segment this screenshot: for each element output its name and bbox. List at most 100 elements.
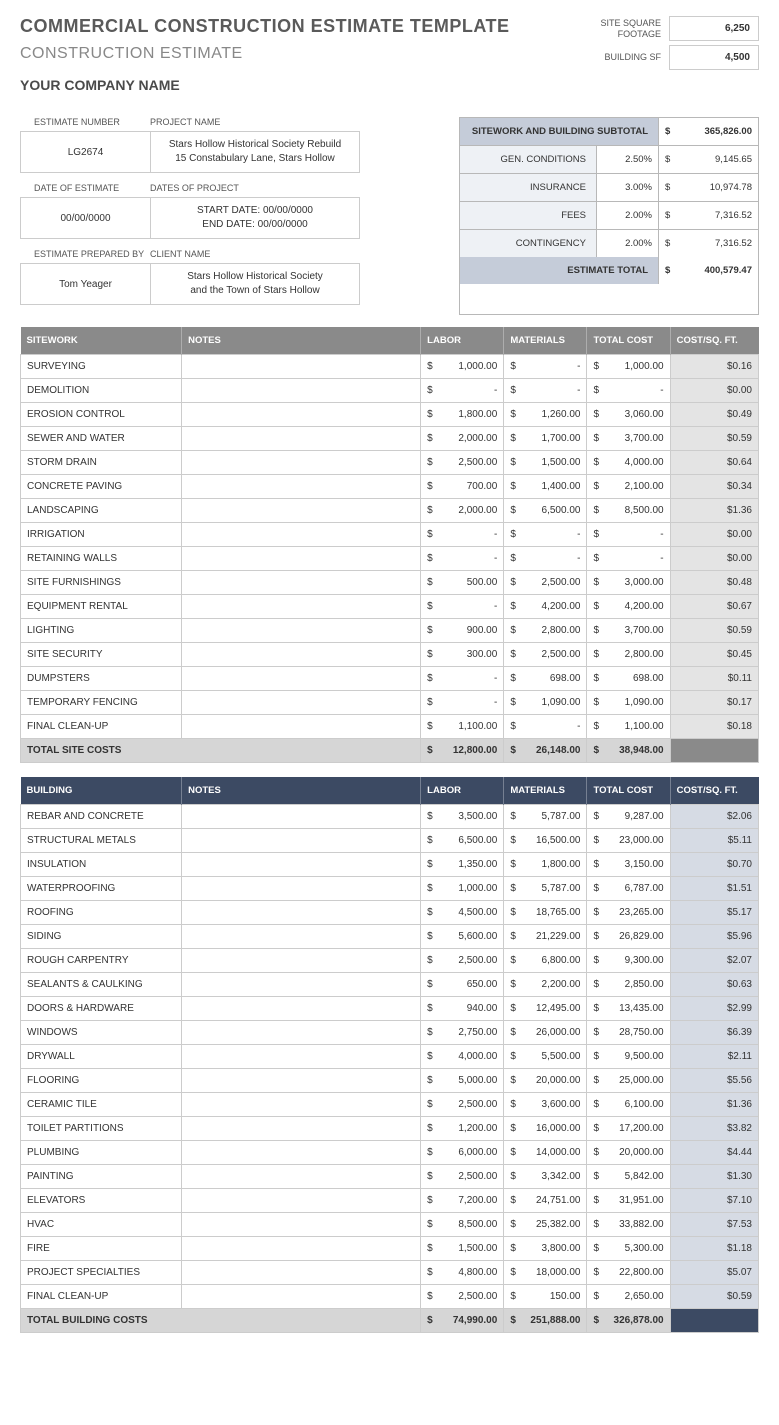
- item-notes[interactable]: [182, 1189, 421, 1213]
- item-labor[interactable]: $-: [421, 691, 504, 715]
- info-value[interactable]: Stars Hollow Historical Societyand the T…: [151, 264, 359, 304]
- item-materials[interactable]: $-: [504, 379, 587, 403]
- item-materials[interactable]: $3,600.00: [504, 1093, 587, 1117]
- item-notes[interactable]: [182, 877, 421, 901]
- item-labor[interactable]: $2,500.00: [421, 451, 504, 475]
- item-labor[interactable]: $300.00: [421, 643, 504, 667]
- item-labor[interactable]: $2,500.00: [421, 1285, 504, 1309]
- item-notes[interactable]: [182, 973, 421, 997]
- item-notes[interactable]: [182, 619, 421, 643]
- item-materials[interactable]: $5,787.00: [504, 877, 587, 901]
- item-labor[interactable]: $2,500.00: [421, 1093, 504, 1117]
- item-materials[interactable]: $18,765.00: [504, 901, 587, 925]
- item-materials[interactable]: $25,382.00: [504, 1213, 587, 1237]
- item-labor[interactable]: $1,800.00: [421, 403, 504, 427]
- item-notes[interactable]: [182, 1069, 421, 1093]
- item-labor[interactable]: $1,000.00: [421, 355, 504, 379]
- item-materials[interactable]: $1,090.00: [504, 691, 587, 715]
- item-notes[interactable]: [182, 691, 421, 715]
- info-value[interactable]: Stars Hollow Historical Society Rebuild1…: [151, 132, 359, 172]
- item-labor[interactable]: $1,000.00: [421, 877, 504, 901]
- item-materials[interactable]: $5,787.00: [504, 805, 587, 829]
- item-labor[interactable]: $650.00: [421, 973, 504, 997]
- item-materials[interactable]: $1,260.00: [504, 403, 587, 427]
- item-materials[interactable]: $14,000.00: [504, 1141, 587, 1165]
- item-materials[interactable]: $1,800.00: [504, 853, 587, 877]
- item-materials[interactable]: $5,500.00: [504, 1045, 587, 1069]
- item-labor[interactable]: $6,500.00: [421, 829, 504, 853]
- item-labor[interactable]: $1,500.00: [421, 1237, 504, 1261]
- item-labor[interactable]: $1,350.00: [421, 853, 504, 877]
- item-materials[interactable]: $-: [504, 715, 587, 739]
- item-materials[interactable]: $1,500.00: [504, 451, 587, 475]
- info-value[interactable]: START DATE: 00/00/0000END DATE: 00/00/00…: [151, 198, 359, 238]
- item-notes[interactable]: [182, 403, 421, 427]
- item-materials[interactable]: $3,342.00: [504, 1165, 587, 1189]
- item-materials[interactable]: $2,500.00: [504, 643, 587, 667]
- item-notes[interactable]: [182, 1165, 421, 1189]
- item-labor[interactable]: $5,600.00: [421, 925, 504, 949]
- item-notes[interactable]: [182, 355, 421, 379]
- item-notes[interactable]: [182, 997, 421, 1021]
- item-notes[interactable]: [182, 829, 421, 853]
- item-labor[interactable]: $2,500.00: [421, 1165, 504, 1189]
- item-notes[interactable]: [182, 1261, 421, 1285]
- item-labor[interactable]: $4,500.00: [421, 901, 504, 925]
- item-labor[interactable]: $2,500.00: [421, 949, 504, 973]
- item-notes[interactable]: [182, 547, 421, 571]
- item-labor[interactable]: $500.00: [421, 571, 504, 595]
- item-labor[interactable]: $-: [421, 523, 504, 547]
- item-notes[interactable]: [182, 853, 421, 877]
- item-notes[interactable]: [182, 901, 421, 925]
- item-materials[interactable]: $26,000.00: [504, 1021, 587, 1045]
- item-labor[interactable]: $-: [421, 379, 504, 403]
- item-notes[interactable]: [182, 1117, 421, 1141]
- item-materials[interactable]: $21,229.00: [504, 925, 587, 949]
- item-materials[interactable]: $1,700.00: [504, 427, 587, 451]
- item-notes[interactable]: [182, 595, 421, 619]
- item-materials[interactable]: $2,200.00: [504, 973, 587, 997]
- item-notes[interactable]: [182, 451, 421, 475]
- item-notes[interactable]: [182, 1021, 421, 1045]
- item-notes[interactable]: [182, 667, 421, 691]
- item-labor[interactable]: $2,000.00: [421, 499, 504, 523]
- item-labor[interactable]: $-: [421, 595, 504, 619]
- item-notes[interactable]: [182, 427, 421, 451]
- item-labor[interactable]: $4,800.00: [421, 1261, 504, 1285]
- item-labor[interactable]: $3,500.00: [421, 805, 504, 829]
- item-materials[interactable]: $2,800.00: [504, 619, 587, 643]
- item-labor[interactable]: $-: [421, 667, 504, 691]
- summary-row-pct[interactable]: 2.50%: [596, 146, 658, 173]
- item-materials[interactable]: $4,200.00: [504, 595, 587, 619]
- item-labor[interactable]: $-: [421, 547, 504, 571]
- item-materials[interactable]: $-: [504, 355, 587, 379]
- item-materials[interactable]: $698.00: [504, 667, 587, 691]
- item-materials[interactable]: $-: [504, 523, 587, 547]
- item-labor[interactable]: $4,000.00: [421, 1045, 504, 1069]
- item-materials[interactable]: $18,000.00: [504, 1261, 587, 1285]
- item-notes[interactable]: [182, 1093, 421, 1117]
- item-notes[interactable]: [182, 499, 421, 523]
- summary-row-pct[interactable]: 2.00%: [596, 230, 658, 257]
- item-materials[interactable]: $12,495.00: [504, 997, 587, 1021]
- item-notes[interactable]: [182, 571, 421, 595]
- item-labor[interactable]: $2,750.00: [421, 1021, 504, 1045]
- item-labor[interactable]: $5,000.00: [421, 1069, 504, 1093]
- item-materials[interactable]: $1,400.00: [504, 475, 587, 499]
- item-notes[interactable]: [182, 949, 421, 973]
- item-notes[interactable]: [182, 1213, 421, 1237]
- info-value[interactable]: Tom Yeager: [21, 264, 151, 304]
- item-labor[interactable]: $1,100.00: [421, 715, 504, 739]
- info-value[interactable]: LG2674: [21, 132, 151, 172]
- item-notes[interactable]: [182, 379, 421, 403]
- item-materials[interactable]: $6,800.00: [504, 949, 587, 973]
- item-materials[interactable]: $2,500.00: [504, 571, 587, 595]
- item-labor[interactable]: $7,200.00: [421, 1189, 504, 1213]
- item-materials[interactable]: $150.00: [504, 1285, 587, 1309]
- info-value[interactable]: 00/00/0000: [21, 198, 151, 238]
- item-notes[interactable]: [182, 1285, 421, 1309]
- item-materials[interactable]: $-: [504, 547, 587, 571]
- item-notes[interactable]: [182, 805, 421, 829]
- item-notes[interactable]: [182, 475, 421, 499]
- item-notes[interactable]: [182, 925, 421, 949]
